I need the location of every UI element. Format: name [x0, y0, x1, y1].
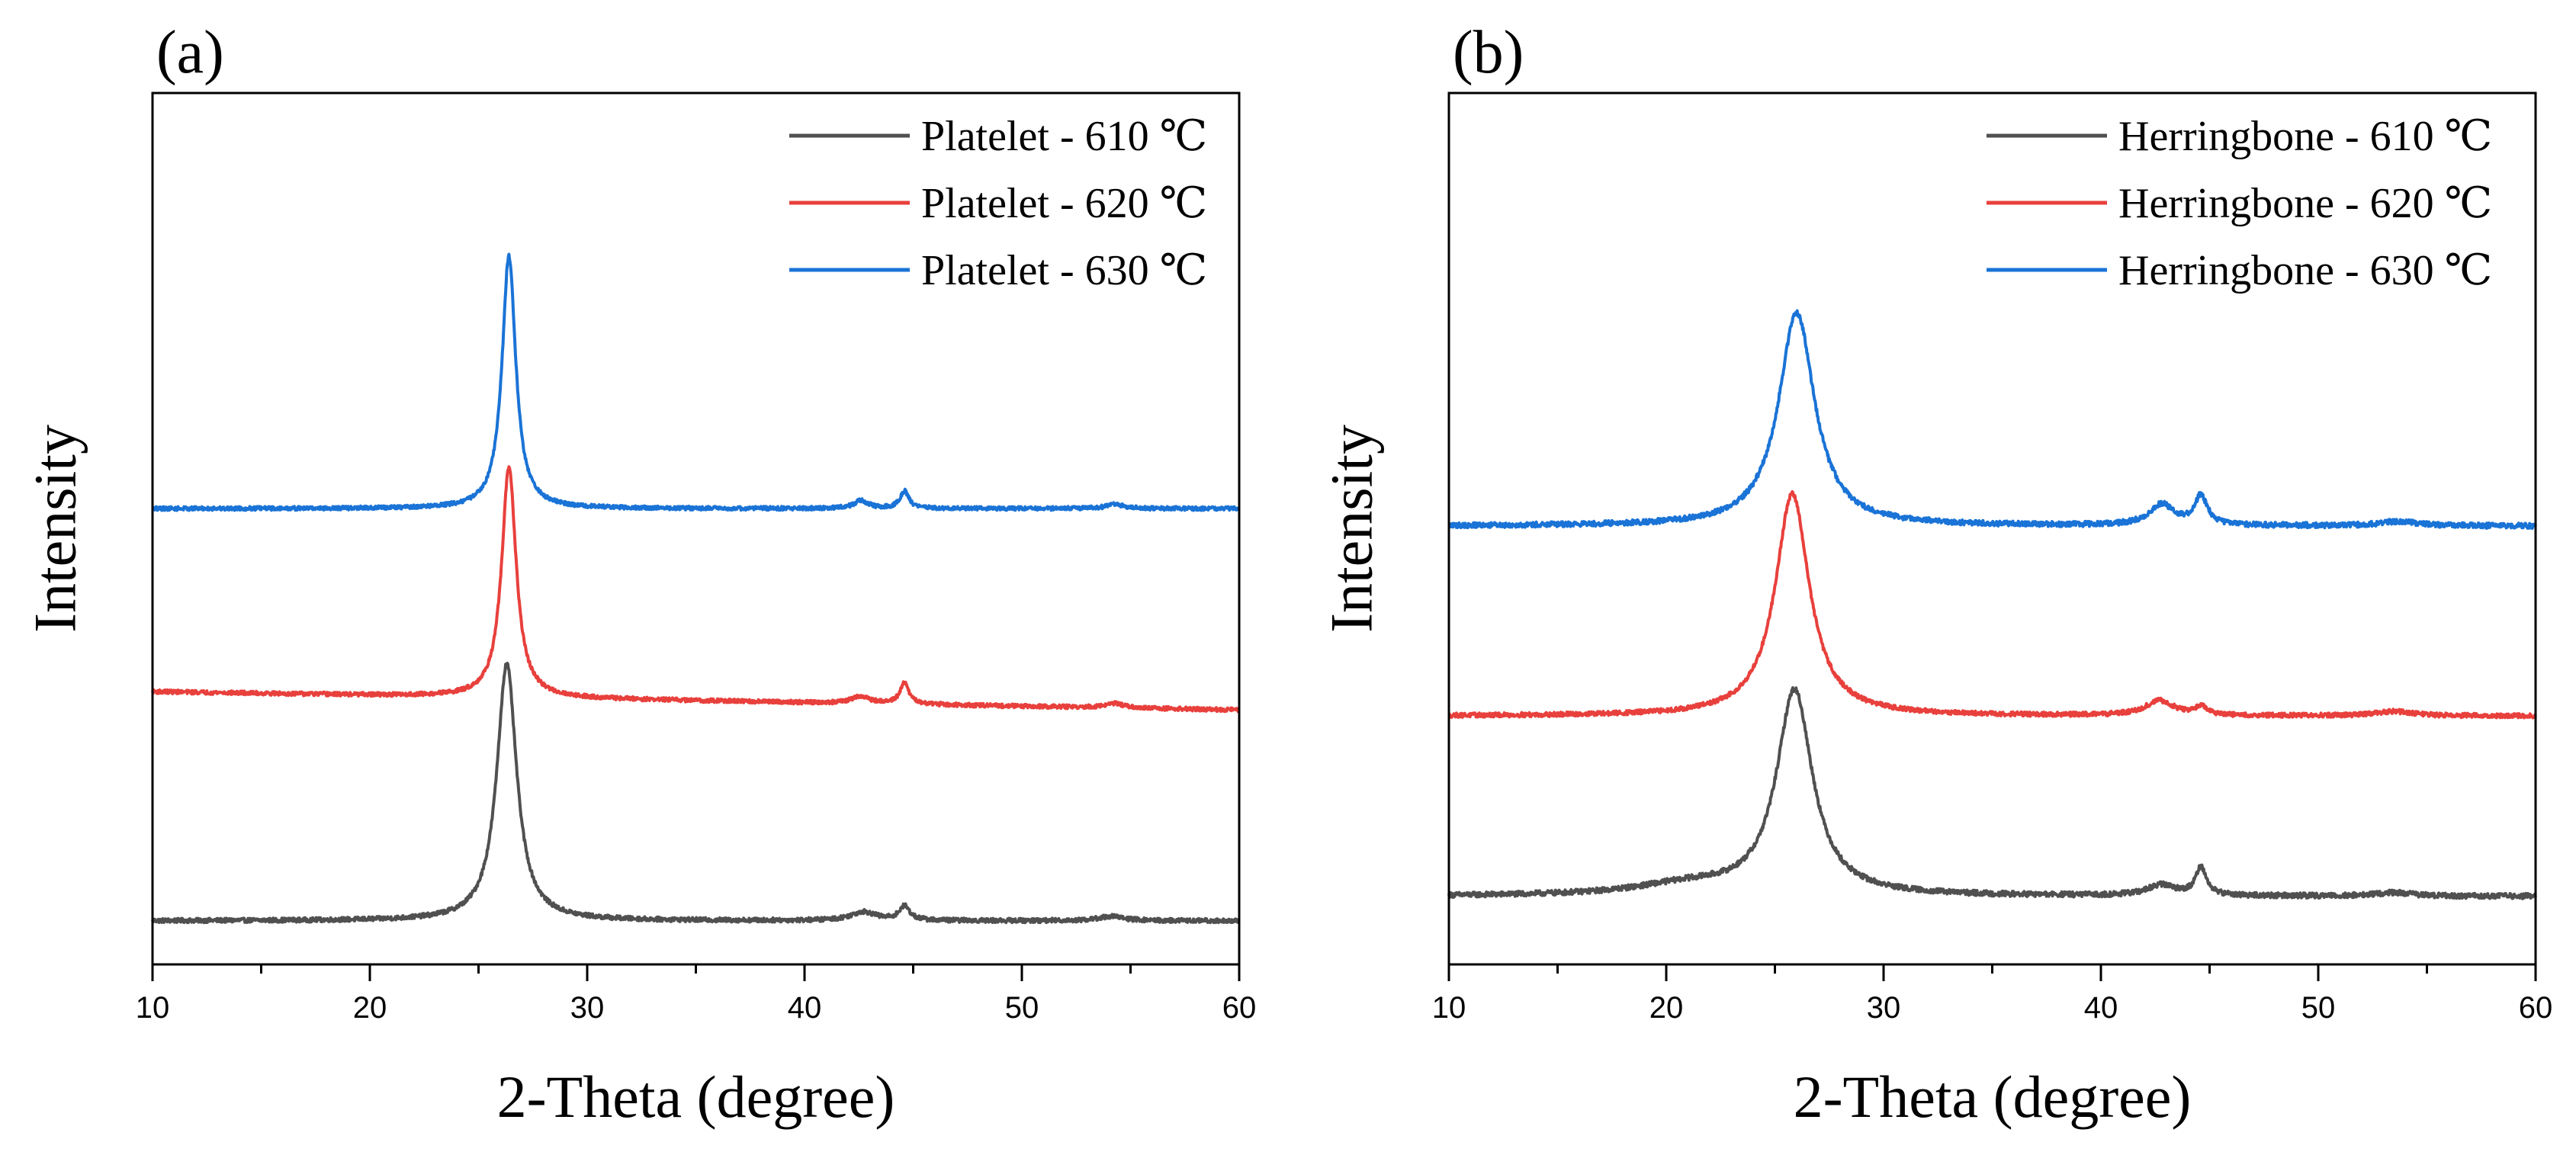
- legend: Herringbone - 610 ℃ Herringbone - 620 ℃ He…: [1987, 113, 2492, 294]
- x-tick-label: 60: [2519, 991, 2553, 1025]
- series-line-2: [151, 252, 1241, 512]
- y-axis-label: Intensity: [22, 425, 88, 633]
- legend-label: Platelet - 620 ℃: [921, 180, 1207, 227]
- x-tick-label: 10: [1432, 991, 1466, 1025]
- x-tick-label: 40: [788, 991, 822, 1025]
- panel-b: 10 20 30 40 50 60 2-Theta (degree) Intensity (b)…: [1319, 19, 2553, 1130]
- series-group: [1447, 309, 2537, 900]
- panel-label: (a): [156, 19, 224, 86]
- x-tick-label: 50: [1005, 991, 1039, 1025]
- x-tick-label: 40: [2084, 991, 2118, 1025]
- panel-label: (b): [1453, 19, 1524, 86]
- legend-label: Herringbone - 610 ℃: [2118, 113, 2492, 160]
- x-axis-label: 2-Theta (degree): [497, 1064, 895, 1130]
- x-axis-label: 2-Theta (degree): [1794, 1064, 2192, 1130]
- series-line-1: [151, 465, 1241, 714]
- series-line-2: [1447, 309, 2537, 530]
- legend: Platelet - 610 ℃ Platelet - 620 ℃ Platelet…: [789, 113, 1207, 294]
- series-line-1: [1447, 489, 2537, 720]
- x-tick-label: 60: [1222, 991, 1257, 1025]
- x-tick-label: 20: [1649, 991, 1684, 1025]
- series-line-0: [151, 661, 1241, 925]
- panel-a: 10 20 30 40 50 60 2-Theta (degree) Intensity (a)…: [22, 19, 1257, 1130]
- series-line-0: [1447, 686, 2537, 900]
- x-tick-label: 30: [1867, 991, 1901, 1025]
- legend-label: Platelet - 610 ℃: [921, 113, 1207, 160]
- x-tick-label: 10: [136, 991, 170, 1025]
- legend-label: Platelet - 630 ℃: [921, 247, 1207, 294]
- x-tick-label: 50: [2301, 991, 2336, 1025]
- y-axis-label: Intensity: [1319, 425, 1385, 633]
- series-group: [151, 252, 1241, 925]
- x-tick-label: 30: [570, 991, 605, 1025]
- legend-label: Herringbone - 620 ℃: [2118, 180, 2492, 227]
- legend-label: Herringbone - 630 ℃: [2118, 247, 2492, 294]
- x-tick-label: 20: [353, 991, 387, 1025]
